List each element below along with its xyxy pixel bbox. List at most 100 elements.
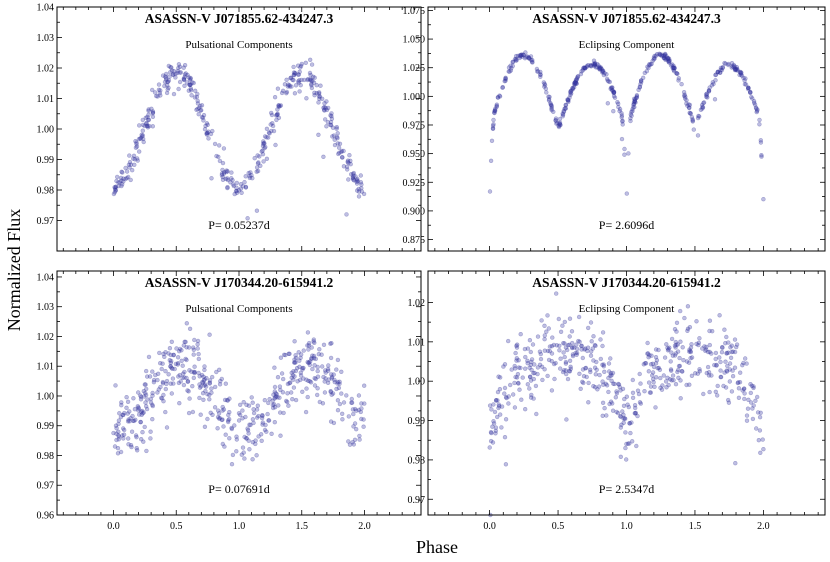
data-point (255, 161, 261, 166)
data-point (588, 320, 594, 325)
y-tick-label: 0.97 (408, 495, 426, 506)
data-point (184, 345, 189, 350)
data-point (197, 395, 202, 401)
data-point (362, 383, 367, 388)
x-tick-label: 0.0 (107, 521, 120, 532)
data-point (341, 400, 347, 405)
data-point (141, 139, 146, 145)
data-point (138, 419, 143, 425)
data-point (713, 78, 718, 83)
data-point (522, 346, 528, 352)
data-point (538, 74, 543, 80)
data-point (348, 158, 353, 164)
data-point (298, 377, 303, 383)
data-point (344, 393, 349, 398)
data-point (311, 337, 316, 342)
data-point (322, 107, 327, 112)
data-point (200, 380, 206, 385)
data-point (226, 418, 231, 423)
data-point (543, 86, 548, 91)
data-point (309, 62, 315, 67)
data-point (606, 389, 611, 395)
data-point (284, 90, 289, 96)
data-point (150, 114, 156, 120)
data-point (217, 382, 223, 387)
data-point (203, 382, 208, 387)
data-point (151, 380, 157, 385)
data-point (266, 400, 271, 406)
data-point (206, 129, 211, 134)
data-point (321, 154, 326, 160)
data-point (594, 367, 599, 372)
data-point (182, 74, 187, 80)
data-point (304, 377, 309, 382)
data-point (620, 122, 625, 127)
data-point (187, 82, 192, 87)
data-point (344, 212, 349, 217)
data-point (293, 83, 299, 88)
data-point (758, 140, 764, 145)
data-point (518, 52, 524, 57)
data-point (214, 369, 219, 375)
data-point (113, 188, 118, 193)
data-point (753, 105, 759, 110)
data-point (305, 343, 310, 348)
data-point (664, 385, 669, 390)
data-point (308, 72, 313, 78)
data-point (512, 366, 518, 371)
data-point (500, 85, 505, 90)
data-point (164, 378, 170, 384)
y-tick-label: 0.99 (37, 421, 55, 432)
data-point (665, 348, 671, 353)
data-point (744, 361, 749, 366)
data-point (145, 125, 151, 130)
data-point (140, 411, 145, 416)
data-point (346, 414, 351, 419)
data-point (346, 160, 351, 166)
data-point (737, 72, 742, 78)
data-point (514, 57, 519, 63)
data-point (181, 382, 187, 388)
data-point (340, 155, 345, 160)
data-point (308, 77, 313, 83)
data-point (194, 107, 199, 113)
data-point (275, 107, 280, 112)
data-point (116, 429, 121, 434)
data-point (251, 420, 256, 426)
data-point (720, 64, 725, 70)
data-point (514, 356, 519, 361)
data-point (494, 103, 499, 109)
data-point (597, 66, 602, 71)
data-point (362, 401, 367, 406)
data-point (136, 408, 141, 413)
data-point (135, 404, 141, 409)
x-axis-label: Phase (416, 537, 458, 557)
data-point (673, 339, 678, 345)
data-point (170, 72, 176, 77)
data-point (182, 83, 187, 89)
data-point (321, 105, 326, 111)
data-point (499, 404, 505, 409)
data-point (513, 350, 518, 356)
data-point (350, 176, 356, 181)
data-point (280, 88, 286, 94)
data-point (195, 342, 200, 347)
data-point (642, 70, 647, 76)
data-point (171, 352, 176, 357)
data-point (615, 99, 620, 105)
data-point (132, 407, 138, 412)
data-point (666, 60, 672, 65)
data-point (298, 65, 303, 70)
data-point (277, 103, 283, 109)
data-point (291, 72, 297, 78)
data-point (221, 424, 226, 429)
data-point (671, 65, 676, 70)
data-point (308, 380, 314, 385)
data-point (696, 113, 701, 119)
data-point (529, 57, 534, 63)
data-point (164, 90, 170, 96)
data-point (337, 141, 343, 147)
data-point (187, 77, 193, 83)
data-point (134, 446, 139, 451)
data-point (567, 342, 572, 347)
